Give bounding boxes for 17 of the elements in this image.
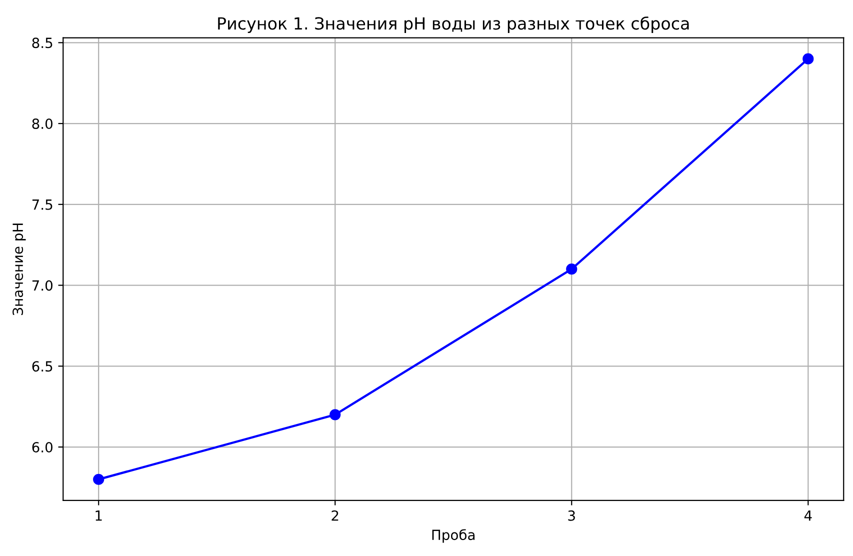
y-tick-label: 7.0 [32,280,52,291]
y-tick-label: 7.5 [32,200,52,210]
point [93,474,104,485]
x-tick-label: 3 [568,510,575,521]
point [802,53,814,64]
y-tick-label: 6.0 [32,442,52,452]
x-tick-label: 4 [804,510,812,521]
point [566,264,578,275]
x-tick-label: 2 [332,510,338,521]
chart-title: Рисунок 1. Значения pH воды из разных точек сброса [218,16,689,33]
point [330,409,341,420]
x-tick-label: 1 [96,510,102,521]
x-axis-title: Проба [432,529,475,543]
y-tick-label: 6.5 [32,361,52,372]
y-tick-label: 8.5 [32,38,52,48]
y-tick-label: 8.0 [32,118,52,130]
y-axis-title: Значение pH [12,224,26,315]
